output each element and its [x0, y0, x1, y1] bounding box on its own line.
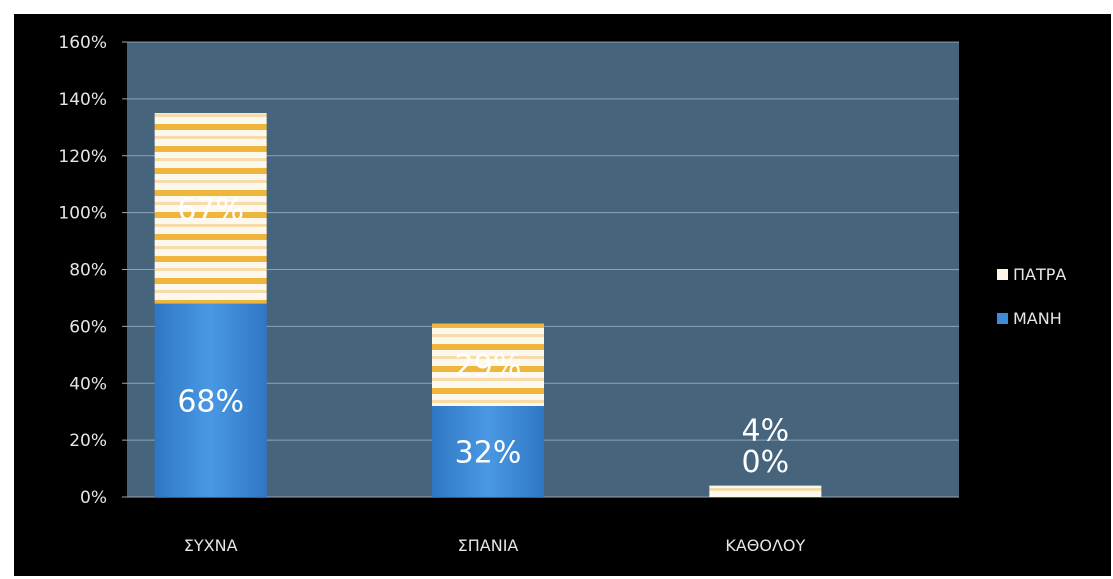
x-axis-categories: ΣΥΧΝΑ ΣΠΑΝΙΑ ΚΑΘΟΛΟΥ — [184, 536, 806, 555]
data-label: 4% — [742, 414, 790, 449]
y-tick-label: 60% — [69, 317, 107, 337]
legend-swatch — [997, 269, 1008, 280]
legend: ΠΑΤΡΑ ΜΑΝΗ — [997, 265, 1066, 328]
y-tick-label: 40% — [69, 374, 107, 394]
legend-label: ΠΑΤΡΑ — [1013, 265, 1066, 284]
x-category-label: ΣΠΑΝΙΑ — [458, 536, 519, 555]
bars — [154, 113, 822, 497]
data-label: 67% — [177, 192, 244, 227]
y-tick-label: 0% — [80, 488, 107, 508]
bar-patra — [154, 113, 267, 304]
data-label: 29% — [455, 349, 522, 384]
data-label: 68% — [177, 384, 244, 419]
bar-patra — [709, 485, 822, 497]
data-labels: 68% 67% 32% 29% 0%4% — [177, 192, 789, 480]
bar-patra — [432, 323, 544, 406]
data-label: 0% — [742, 445, 790, 480]
legend-swatch — [997, 313, 1008, 324]
bar-mani — [154, 303, 267, 497]
y-tick-label: 140% — [58, 90, 107, 110]
bar-mani — [432, 406, 544, 497]
stacked-bar-chart: 0% 20% 40% 60% 80% 100% 120% 140% 160% 68% 67% 32%… — [58, 33, 1066, 555]
x-category-label: ΚΑΘΟΛΟΥ — [725, 536, 805, 555]
y-tick-label: 120% — [58, 147, 107, 167]
legend-label: ΜΑΝΗ — [1013, 309, 1062, 328]
x-category-label: ΣΥΧΝΑ — [184, 536, 238, 555]
y-tick-label: 100% — [58, 204, 107, 224]
y-axis-ticks: 0% 20% 40% 60% 80% 100% 120% 140% 160% — [58, 33, 107, 508]
chart-frame: 0% 20% 40% 60% 80% 100% 120% 140% 160% 68% 67% 32%… — [14, 14, 1111, 576]
data-label: 32% — [455, 436, 522, 471]
y-tick-label: 80% — [69, 261, 107, 281]
y-tick-label: 20% — [69, 431, 107, 451]
y-tick-label: 160% — [58, 33, 107, 53]
